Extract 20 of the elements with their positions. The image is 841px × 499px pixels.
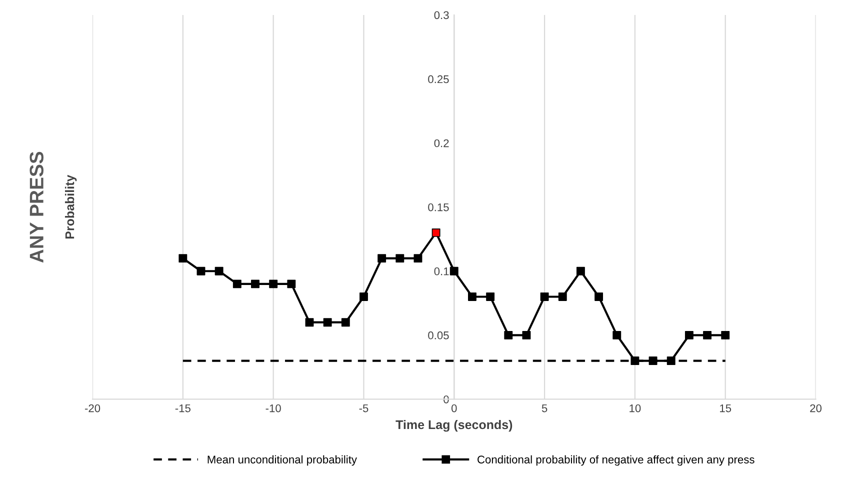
- x-tick-label: -15: [175, 404, 190, 412]
- text: ANY PRESS: [30, 152, 44, 263]
- x-tick-label: 20: [810, 404, 822, 412]
- x-tick-label: 15: [720, 404, 732, 412]
- x-tick-label: 5: [542, 404, 548, 412]
- x-tick-label: -20: [84, 404, 100, 412]
- x-tick-label: 0: [451, 404, 457, 412]
- y-tick-label: 0.25: [428, 75, 449, 84]
- x-tick-label: -5: [359, 404, 368, 412]
- y-tick-label: 0.1: [434, 267, 449, 276]
- y-axis-title: Probability: [64, 174, 77, 239]
- y-tick-label: 0.15: [428, 203, 449, 212]
- x-tick-label: -10: [266, 404, 281, 412]
- legend-label: Mean unconditional probability: [208, 455, 357, 466]
- x-axis-title: Time Lag (seconds): [396, 420, 512, 432]
- y-tick-label: 0.2: [434, 139, 449, 148]
- y-tick-label: 0.05: [428, 331, 449, 340]
- x-tick-label: 10: [630, 404, 641, 412]
- legend-label: Conditional probability of negative affect given any press: [478, 455, 754, 466]
- y-tick-label: 0.3: [434, 11, 449, 20]
